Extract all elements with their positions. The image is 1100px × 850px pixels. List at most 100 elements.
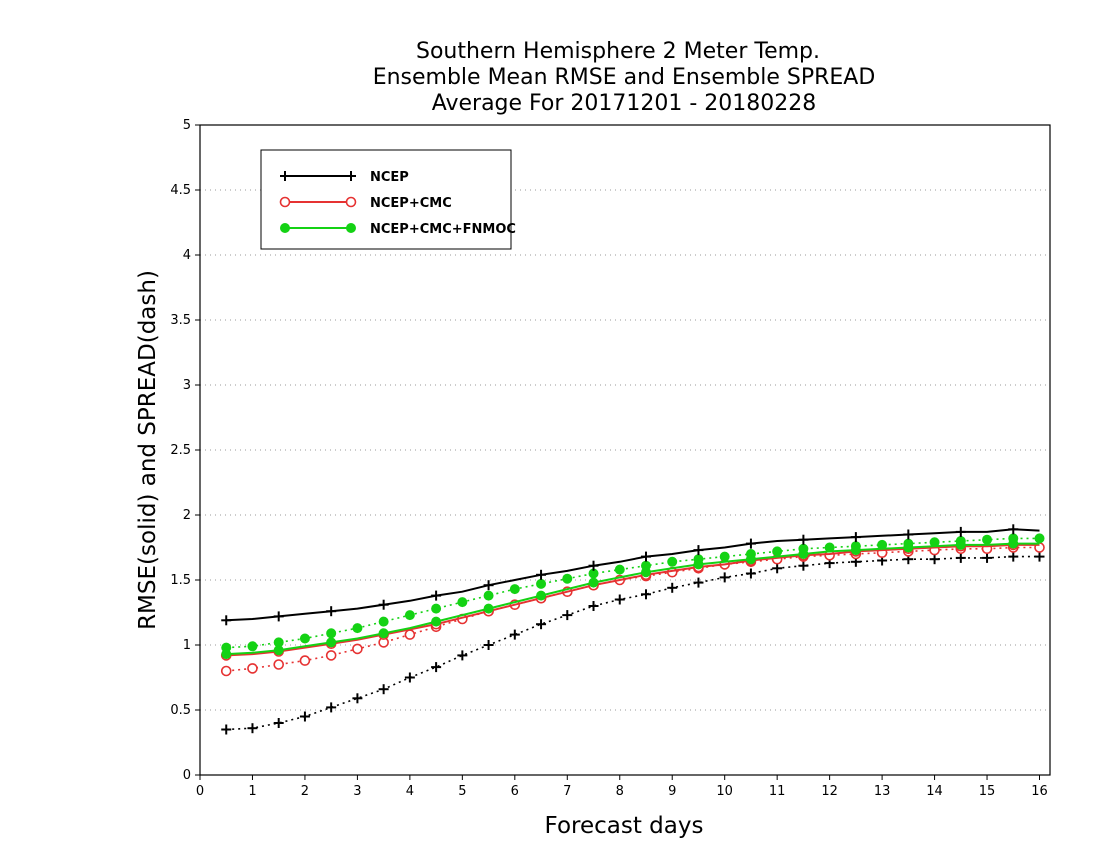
legend-marker	[346, 171, 356, 181]
series-2-spread-point	[536, 578, 547, 589]
x-tick-label: 1	[248, 784, 256, 799]
series-0-spread-point	[1008, 551, 1019, 562]
series-layer	[220, 524, 1045, 735]
series-0-spread-point	[326, 702, 337, 713]
title-line-1: Southern Hemisphere 2 Meter Temp.	[416, 39, 820, 64]
series-0-spread-point	[745, 568, 756, 579]
series-1-spread-point	[247, 663, 258, 674]
series-2-rmse-point	[745, 554, 756, 565]
series-2-rmse-point	[273, 645, 284, 656]
series-2-rmse-point	[955, 539, 966, 550]
series-0-rmse-point	[903, 529, 914, 540]
y-tick-label: 3.5	[170, 313, 191, 328]
legend-box	[260, 149, 512, 250]
series-0-rmse-point	[640, 551, 651, 562]
series-0-spread-point	[299, 711, 310, 722]
series-2-spread-point	[326, 628, 337, 639]
series-0-spread-point	[982, 552, 993, 563]
series-0-spread-point	[273, 718, 284, 728]
series-2-spread-point	[562, 573, 573, 584]
legend: NCEP NCEP+CMC NCEP+CMC+FNMOC	[260, 149, 516, 250]
x-tick-label: 2	[301, 784, 309, 799]
series-2-spread-point	[719, 551, 730, 562]
series-0-spread-point	[509, 629, 520, 640]
series-1-rmse-line	[226, 543, 1040, 657]
series-2-spread-point	[404, 610, 415, 621]
plot-frame	[199, 124, 1051, 776]
series-0-spread-point	[457, 650, 468, 661]
series-2-spread-point	[299, 633, 310, 644]
axes: 00.511.522.533.544.550 1 2 3 4 5 6 7 8 9 10 11 12 13 1…	[170, 118, 1051, 799]
series-1-spread-point	[325, 650, 337, 661]
series-1-spread-point	[352, 643, 363, 655]
x-tick-label: 15	[979, 784, 996, 799]
series-0-rmse-point	[273, 611, 284, 622]
series-0-spread-point	[352, 693, 363, 704]
x-tick-label: 3	[353, 784, 361, 799]
y-axis-title: RMSE(solid) and SPREAD(dash)	[135, 270, 161, 630]
x-tick-label: 10	[716, 784, 733, 799]
series-1-spread-point	[220, 665, 232, 677]
series-2-rmse-point	[850, 545, 861, 556]
series-0-spread-point	[221, 724, 232, 735]
series-0-spread-point	[378, 684, 389, 695]
y-tick-label: 1.5	[170, 573, 191, 588]
title-line-3: Average For 20171201 - 20180228	[432, 91, 817, 116]
series-0-spread-point	[536, 619, 547, 630]
series-2-spread-point	[247, 641, 258, 652]
series-0-rmse-point	[536, 569, 547, 580]
series-2-spread-point	[378, 616, 389, 627]
series-0-spread-point	[929, 554, 940, 565]
series-0-rmse-point	[483, 580, 494, 591]
x-tick-label: 7	[563, 784, 571, 799]
x-tick-label: 5	[458, 784, 466, 799]
series-0-rmse-point	[326, 606, 337, 617]
series-0-rmse-point	[378, 599, 389, 610]
legend-label: NCEP+CMC+FNMOC	[370, 222, 516, 237]
series-2-rmse-point	[903, 542, 914, 553]
chart-title: Southern Hemisphere 2 Meter Temp. Ensemb…	[373, 39, 876, 116]
series-2-spread-point	[982, 534, 993, 545]
x-tick-label: 9	[668, 784, 676, 799]
series-2-spread-point	[614, 564, 625, 575]
series-0-rmse-point	[955, 526, 966, 537]
x-tick-label: 8	[616, 784, 624, 799]
x-axis-title: Forecast days	[545, 813, 704, 839]
series-2-spread-point	[431, 603, 442, 614]
legend-marker	[280, 223, 290, 233]
y-tick-label: 0.5	[170, 703, 191, 718]
series-0-spread-point	[562, 610, 573, 621]
legend-label: NCEP	[370, 170, 409, 185]
series-0-rmse-point	[798, 534, 809, 545]
series-0-rmse-point	[850, 532, 861, 543]
series-2-spread-point	[667, 556, 678, 567]
x-tick-label: 13	[874, 784, 891, 799]
legend-label: NCEP+CMC	[370, 196, 452, 211]
legend-marker	[345, 196, 357, 208]
series-2-rmse-point	[378, 628, 389, 639]
x-tick-label: 11	[769, 784, 786, 799]
legend-marker	[279, 196, 291, 208]
series-0-rmse-point	[745, 538, 756, 549]
series-0-spread-line	[226, 555, 1040, 731]
series-2-rmse-point	[1008, 538, 1019, 549]
legend-marker	[280, 171, 290, 181]
series-0-rmse-point	[693, 545, 704, 556]
series-2-rmse-point	[536, 590, 547, 601]
series-2-rmse-point	[588, 577, 599, 588]
series-0-spread-point	[955, 552, 966, 563]
y-tick-label: 5	[183, 118, 191, 133]
series-2-rmse-point	[483, 603, 494, 614]
x-tick-label: 4	[406, 784, 414, 799]
x-tick-label: 6	[511, 784, 519, 799]
series-0-rmse-point	[1008, 524, 1019, 535]
series-2-rmse-point	[221, 649, 232, 660]
series-1-spread-point	[273, 659, 285, 670]
x-tick-label: 16	[1031, 784, 1048, 799]
series-0-rmse-point	[431, 590, 442, 601]
series-2-rmse-point	[431, 616, 442, 627]
series-2-spread-point	[457, 597, 468, 608]
series-2-spread-point	[1034, 533, 1045, 544]
series-0-spread-point	[247, 723, 258, 734]
series-0-spread-point	[798, 560, 809, 571]
